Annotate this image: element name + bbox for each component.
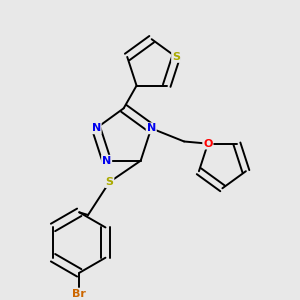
Text: N: N xyxy=(147,123,156,133)
Text: N: N xyxy=(92,123,101,133)
Text: S: S xyxy=(105,177,113,187)
Text: O: O xyxy=(203,139,213,148)
Text: N: N xyxy=(102,156,111,166)
Text: S: S xyxy=(172,52,180,62)
Text: Br: Br xyxy=(72,289,86,298)
